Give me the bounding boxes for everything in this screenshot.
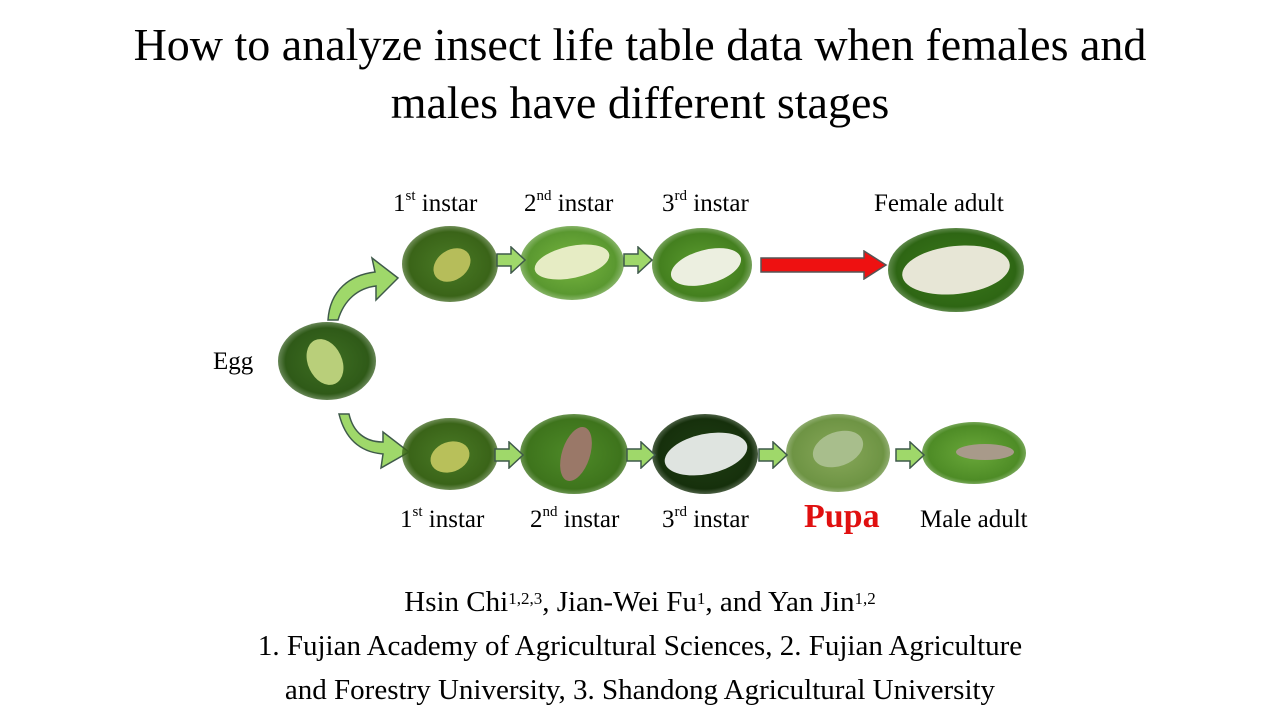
female-2nd-instar-label: 2nd instar [524, 188, 614, 217]
pupa-image [807, 424, 869, 474]
arrow-right-icon [494, 441, 524, 469]
male-2nd-instar-photo [520, 414, 628, 494]
long-red-arrow-icon [760, 250, 888, 280]
male-adult-image [956, 444, 1014, 460]
male-2nd-instar-label: 2nd instar [530, 504, 620, 533]
egg-photo [278, 322, 376, 400]
author-names: Hsin Chi1,2,3, Jian-Wei Fu1, and Yan Jin… [404, 586, 876, 618]
female-3rd-instar-photo [652, 228, 752, 302]
female-2nd-instar-image [531, 238, 613, 286]
female-1st-instar-label: 1st instar [393, 188, 478, 217]
male-2nd-instar-image [554, 423, 598, 485]
female-3rd-instar-image [666, 241, 746, 293]
male-1st-instar-photo [402, 418, 498, 490]
curved-arrow-up-icon [327, 256, 400, 321]
female-1st-instar-image [427, 241, 477, 289]
male-1st-instar-image [426, 436, 474, 478]
authors-block: Hsin Chi1,2,3, Jian-Wei Fu1, and Yan Jin… [0, 580, 1280, 712]
female-adult-image [899, 240, 1013, 300]
female-1st-instar-photo [402, 226, 498, 302]
arrow-right-icon [496, 246, 526, 274]
male-3rd-instar-photo [652, 414, 758, 494]
arrow-right-icon [758, 441, 788, 469]
female-3rd-instar-label: 3rd instar [662, 188, 749, 217]
egg-image [299, 333, 351, 391]
pupa-photo [786, 414, 890, 492]
pupa-label: Pupa [804, 498, 880, 535]
female-adult-label: Female adult [874, 190, 1004, 217]
male-3rd-instar-label: 3rd instar [662, 504, 749, 533]
male-3rd-instar-image [660, 425, 752, 483]
egg-label: Egg [213, 348, 254, 375]
slide-title: How to analyze insect life table data wh… [0, 16, 1280, 132]
male-adult-photo [922, 422, 1026, 484]
arrow-right-icon [626, 441, 656, 469]
female-adult-photo [888, 228, 1024, 312]
arrow-right-icon [623, 246, 653, 274]
female-2nd-instar-photo [520, 226, 624, 300]
male-1st-instar-label: 1st instar [400, 504, 485, 533]
affiliation-line-2: and Forestry University, 3. Shandong Agr… [284, 674, 996, 706]
arrow-right-icon [895, 441, 925, 469]
male-adult-label: Male adult [920, 506, 1028, 533]
affiliation-line-1: 1. Fujian Academy of Agricultural Scienc… [257, 630, 1023, 662]
title-line-2: males have different stages [390, 77, 890, 128]
title-line-1: How to analyze insect life table data wh… [133, 19, 1147, 70]
